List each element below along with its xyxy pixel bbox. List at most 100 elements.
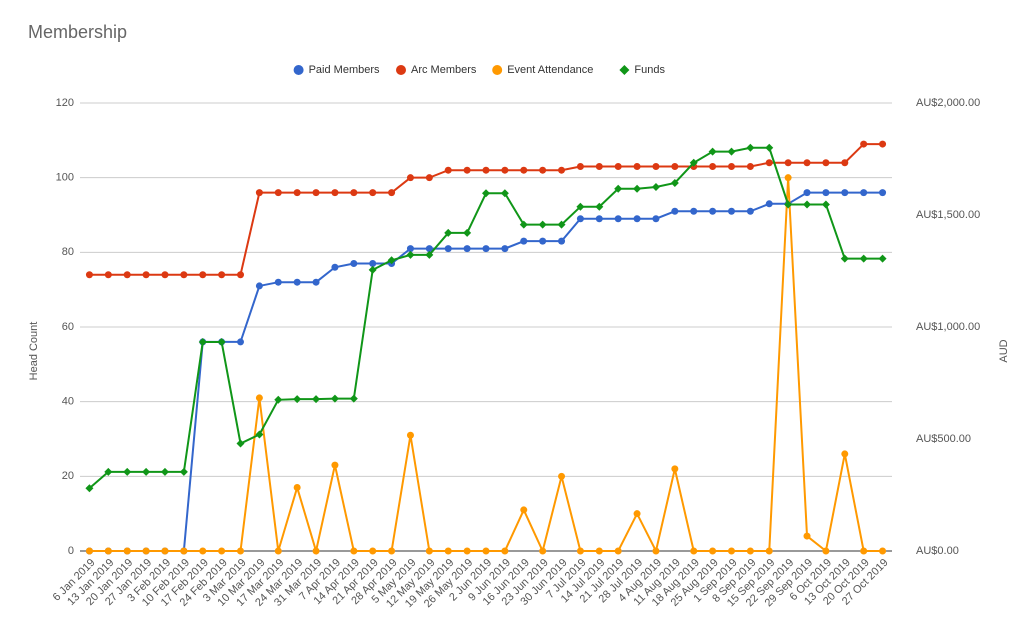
- y2-tick-label: AU$1,500.00: [916, 209, 980, 221]
- point: [274, 278, 282, 286]
- point: [482, 245, 490, 253]
- point: [142, 547, 150, 555]
- point: [312, 395, 321, 404]
- y-tick-label: 60: [62, 321, 74, 333]
- point: [576, 202, 585, 211]
- point: [595, 547, 603, 555]
- point: [350, 547, 358, 555]
- point: [274, 189, 282, 197]
- point: [387, 256, 396, 265]
- legend-item: Funds: [619, 64, 665, 76]
- point: [803, 189, 811, 197]
- legend-marker: [492, 65, 503, 75]
- point: [199, 271, 207, 279]
- point: [709, 547, 717, 555]
- point: [879, 547, 887, 555]
- point: [784, 174, 792, 182]
- y-tick-label: 0: [68, 545, 74, 557]
- point: [784, 200, 793, 209]
- point: [501, 245, 509, 253]
- point: [652, 215, 660, 223]
- point: [614, 215, 622, 223]
- point: [539, 547, 547, 555]
- point: [444, 166, 452, 174]
- point: [180, 271, 188, 279]
- point: [482, 547, 490, 555]
- point: [274, 547, 282, 555]
- point: [180, 547, 188, 555]
- point: [255, 394, 263, 402]
- legend-item: Event Attendance: [492, 64, 593, 76]
- point: [859, 254, 868, 263]
- point: [218, 547, 226, 555]
- legend-item: Arc Members: [396, 64, 477, 76]
- point: [312, 278, 320, 286]
- point: [293, 395, 302, 404]
- point: [369, 547, 377, 555]
- point: [104, 547, 112, 555]
- point: [217, 338, 226, 347]
- point: [840, 254, 849, 263]
- point: [746, 207, 754, 215]
- y-tick-label: 20: [62, 470, 74, 482]
- legend-marker: [293, 65, 304, 75]
- point: [179, 467, 188, 476]
- point: [444, 228, 453, 237]
- point: [595, 202, 604, 211]
- point: [557, 220, 566, 229]
- y2-tick-label: AU$0.00: [916, 545, 959, 557]
- point: [841, 189, 849, 197]
- series-line: [89, 177, 883, 555]
- point: [501, 547, 509, 555]
- series-line: [88, 146, 883, 490]
- point: [746, 547, 754, 555]
- point: [822, 159, 830, 167]
- point: [614, 184, 623, 193]
- y2-tick-label: AU$2,000.00: [916, 97, 980, 109]
- legend-marker: [396, 65, 406, 75]
- point: [651, 183, 660, 191]
- series: [85, 189, 887, 555]
- point: [218, 271, 226, 279]
- point: [841, 159, 849, 167]
- point: [576, 547, 584, 555]
- point: [425, 174, 433, 182]
- point: [633, 215, 641, 223]
- series: [85, 143, 887, 493]
- point: [104, 467, 113, 476]
- point: [463, 166, 471, 174]
- point: [85, 271, 93, 279]
- point: [255, 189, 263, 197]
- y2-axis-title: AUD: [998, 339, 1010, 362]
- point: [860, 140, 868, 148]
- point: [558, 472, 566, 480]
- point: [123, 467, 132, 476]
- point: [198, 338, 207, 347]
- point: [406, 431, 414, 439]
- series: [85, 140, 887, 279]
- y-tick-label: 80: [62, 246, 74, 258]
- point: [463, 228, 472, 237]
- y2-tick-label: AU$1,000.00: [916, 321, 980, 333]
- legend-label: Funds: [634, 64, 665, 76]
- point: [633, 510, 641, 518]
- point: [85, 547, 93, 555]
- point: [727, 547, 735, 555]
- point: [350, 260, 358, 268]
- point: [123, 271, 131, 279]
- point: [331, 189, 339, 197]
- point: [293, 278, 301, 286]
- point: [237, 547, 245, 555]
- point: [633, 162, 641, 170]
- legend-label: Paid Members: [309, 64, 380, 76]
- y-tick-label: 100: [56, 172, 74, 184]
- point: [860, 189, 868, 197]
- point: [879, 140, 887, 148]
- point: [425, 547, 433, 555]
- point: [576, 162, 584, 170]
- point: [274, 395, 283, 404]
- point: [652, 547, 660, 555]
- point: [708, 147, 717, 156]
- point: [236, 439, 245, 448]
- point: [558, 166, 566, 174]
